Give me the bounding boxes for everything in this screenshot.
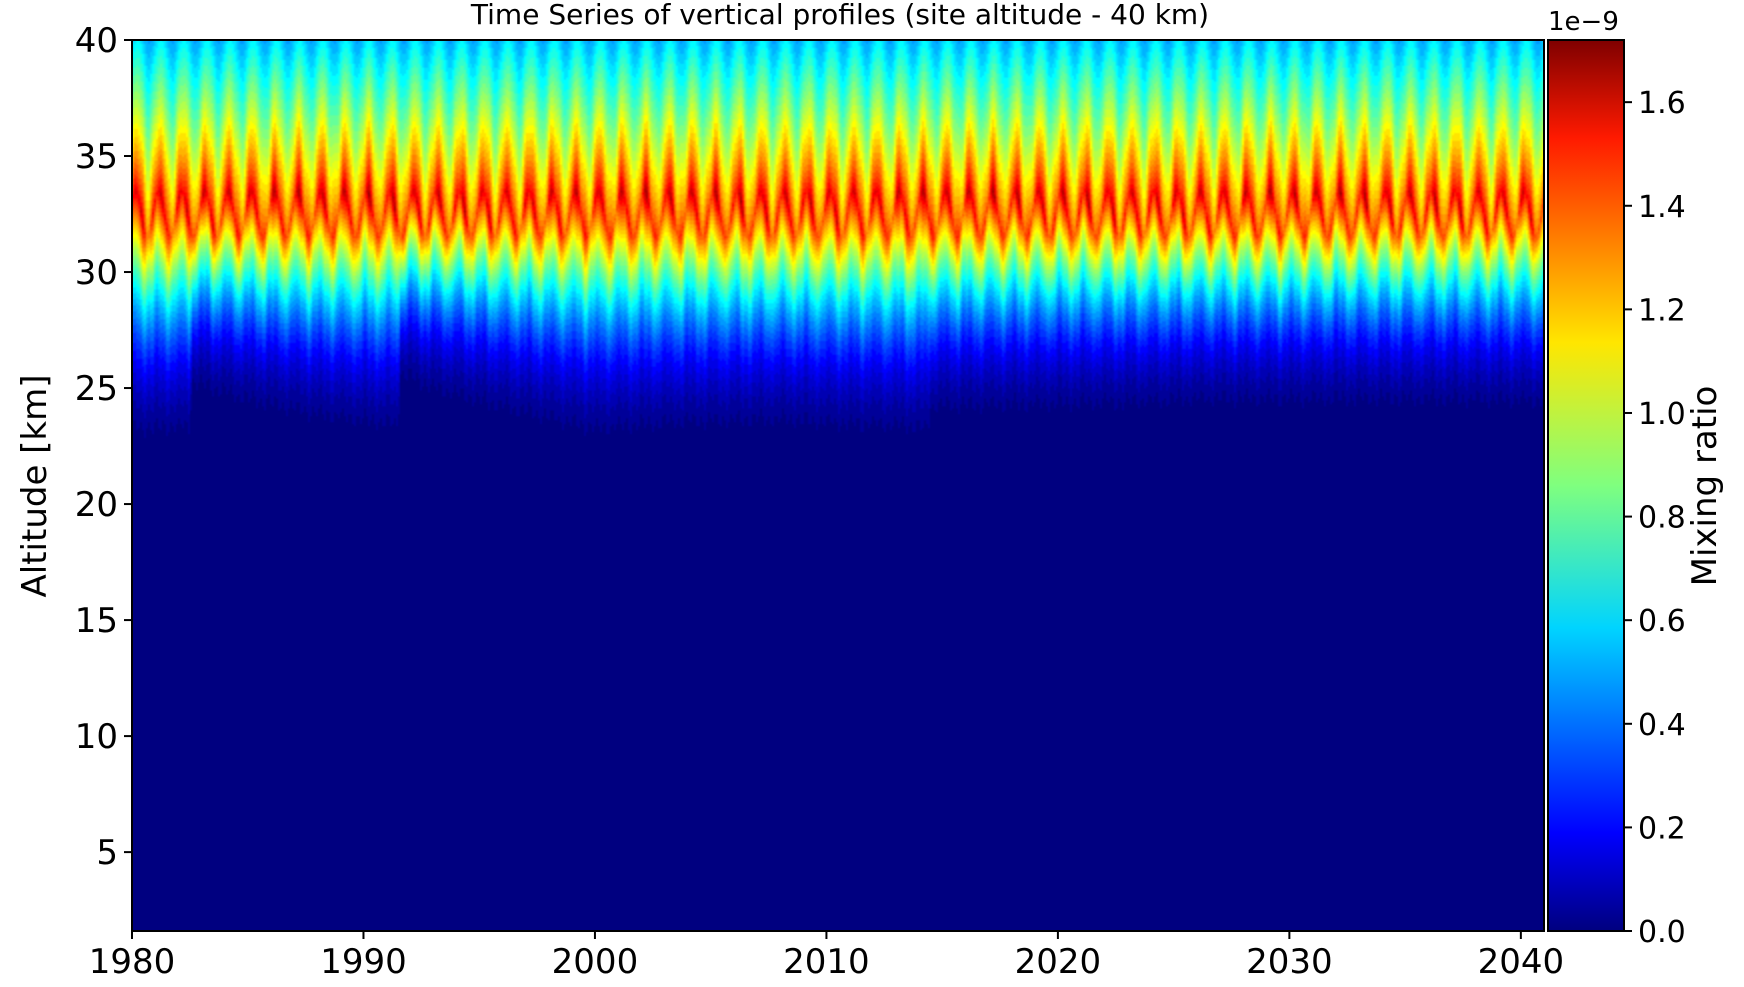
colorbar-tick-label: 0.0 [1638, 915, 1686, 950]
colorbar-offset-text: 1e−9 [1548, 7, 1619, 37]
y-tick-label: 20 [75, 485, 118, 525]
colorbar-tick-label: 1.0 [1638, 397, 1686, 432]
x-tick-label: 1990 [320, 942, 407, 982]
y-tick-label: 15 [75, 601, 118, 641]
x-tick-label: 2020 [1015, 942, 1102, 982]
colorbar-gradient [1547, 39, 1625, 932]
colorbar-tick-label: 0.4 [1638, 708, 1686, 743]
colorbar-ticks: 0.0 0.2 0.4 0.6 0.8 1.0 1.2 1.4 1.6 [1624, 86, 1686, 950]
y-tick-label: 35 [75, 137, 118, 177]
x-axis: 1980 1990 2000 2010 2020 2030 2040 [89, 931, 1564, 982]
plot-frame [131, 39, 1545, 932]
y-tick-label: 40 [75, 21, 118, 61]
y-tick-label: 10 [75, 717, 118, 757]
y-tick-label: 5 [96, 833, 118, 873]
x-tick-label: 2010 [783, 942, 870, 982]
y-axis-label: Altitude [km] [15, 374, 55, 597]
colorbar: 1e−9 0.0 0.2 0.4 0.6 0.8 1.0 1.2 1.4 1.6 Mixing … [1547, 7, 1725, 950]
x-tick-label: 1980 [89, 942, 176, 982]
colorbar-tick-label: 0.8 [1638, 501, 1686, 536]
x-tick-label: 2040 [1478, 942, 1565, 982]
y-axis: 5 10 15 20 25 30 35 40 [75, 21, 132, 873]
colorbar-tick-label: 0.2 [1638, 811, 1686, 846]
colorbar-tick-label: 1.2 [1638, 293, 1686, 328]
heatmap-plot-area [131, 39, 1545, 932]
chart-title: Time Series of vertical profiles (site a… [470, 0, 1209, 31]
y-tick-label: 30 [75, 253, 118, 293]
x-tick-label: 2000 [552, 942, 639, 982]
colorbar-tick-label: 0.6 [1638, 604, 1686, 639]
heatmap-image [132, 40, 1544, 931]
x-tick-label: 2030 [1246, 942, 1333, 982]
colorbar-tick-label: 1.4 [1638, 190, 1686, 225]
colorbar-label: Mixing ratio [1685, 386, 1725, 587]
colorbar-tick-label: 1.6 [1638, 86, 1686, 121]
y-tick-label: 25 [75, 369, 118, 409]
